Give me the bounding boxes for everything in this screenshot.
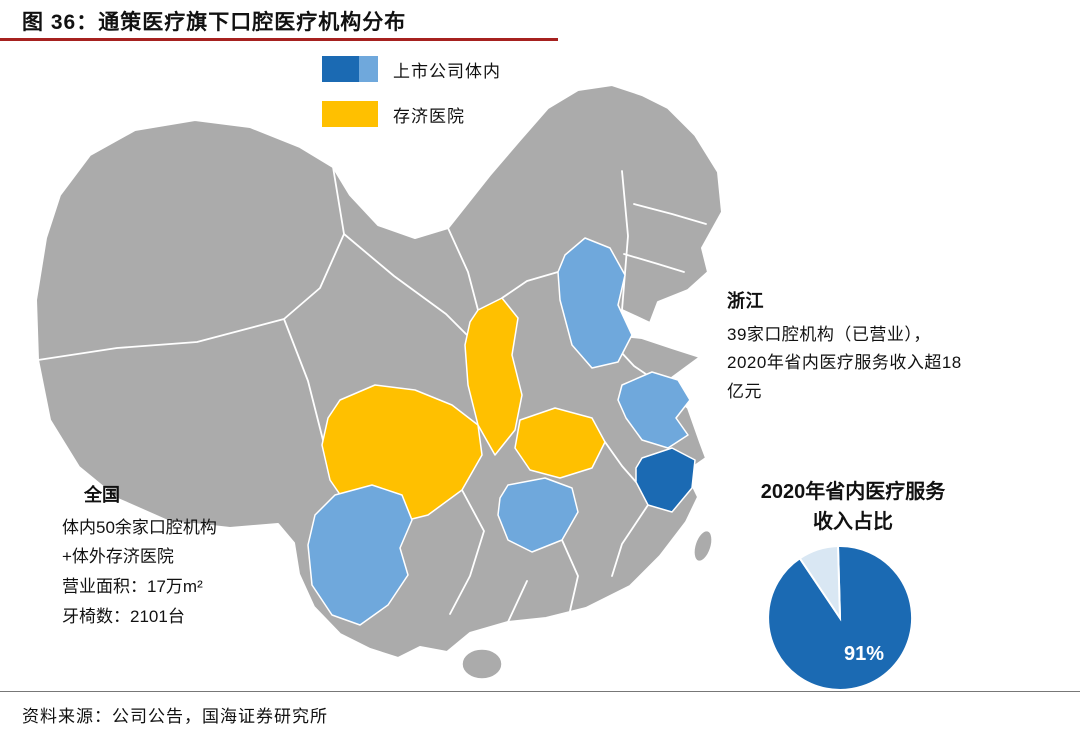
legend-label-cunji-hospital: 存济医院 <box>393 106 465 126</box>
china-map <box>35 84 723 680</box>
legend-swatch-lightblue <box>359 56 378 82</box>
zhejiang-annotation-heading: 浙江 <box>727 291 764 311</box>
province-jiangsu <box>617 371 691 449</box>
source-text: 资料来源：公司公告，国海证券研究所 <box>22 707 328 726</box>
legend-label-listed-company: 上市公司体内 <box>393 61 501 81</box>
pie-slice-9-percent <box>798 544 842 622</box>
source-row: 资料来源：公司公告，国海证券研究所 <box>0 691 1080 727</box>
province-yunnan <box>307 484 413 626</box>
title-underline <box>0 38 558 41</box>
pie-chart-title-line2: 收入占比 <box>813 511 893 533</box>
legend-swatch-darkblue <box>322 56 359 82</box>
figure-title: 图 36：通策医疗旗下口腔医疗机构分布 <box>22 11 407 34</box>
taiwan-island <box>693 529 713 563</box>
legend-item-listed-company: 上市公司体内 <box>322 55 501 83</box>
hainan-island <box>461 648 503 680</box>
pie-chart-title: 2020年省内医疗服务 收入占比 <box>722 477 984 537</box>
legend-item-cunji-hospital: 存济医院 <box>322 100 501 128</box>
province-henan <box>514 407 606 479</box>
pie-chart-title-line1: 2020年省内医疗服务 <box>760 481 946 503</box>
province-border-lines <box>37 166 707 623</box>
national-annotation: 全国 体内50余家口腔机构 +体外存济医院 营业面积：17万m² 牙椅数：210… <box>62 480 294 632</box>
province-zhejiang <box>635 447 696 513</box>
province-shaanxi <box>464 297 523 456</box>
national-annotation-heading: 全国 <box>84 485 120 505</box>
national-annotation-line: +体外存济医院 <box>62 547 174 567</box>
pie-percent-label: 91% <box>844 643 884 665</box>
zhejiang-annotation: 浙江 39家口腔机构（已营业），2020年省内医疗服务收入超18亿元 <box>727 286 969 407</box>
map-legend: 上市公司体内 存济医院 <box>322 55 501 145</box>
zhejiang-annotation-body: 39家口腔机构（已营业），2020年省内医疗服务收入超18亿元 <box>727 324 962 402</box>
pie-chart: 91% <box>767 544 914 691</box>
province-hubei <box>497 477 579 553</box>
national-annotation-line: 牙椅数：2101台 <box>62 606 185 626</box>
national-annotation-line: 体内50余家口腔机构 <box>62 517 217 537</box>
province-shanxi <box>557 237 633 369</box>
national-annotation-line: 营业面积：17万m² <box>62 577 203 596</box>
legend-swatch-yellow <box>322 101 378 127</box>
